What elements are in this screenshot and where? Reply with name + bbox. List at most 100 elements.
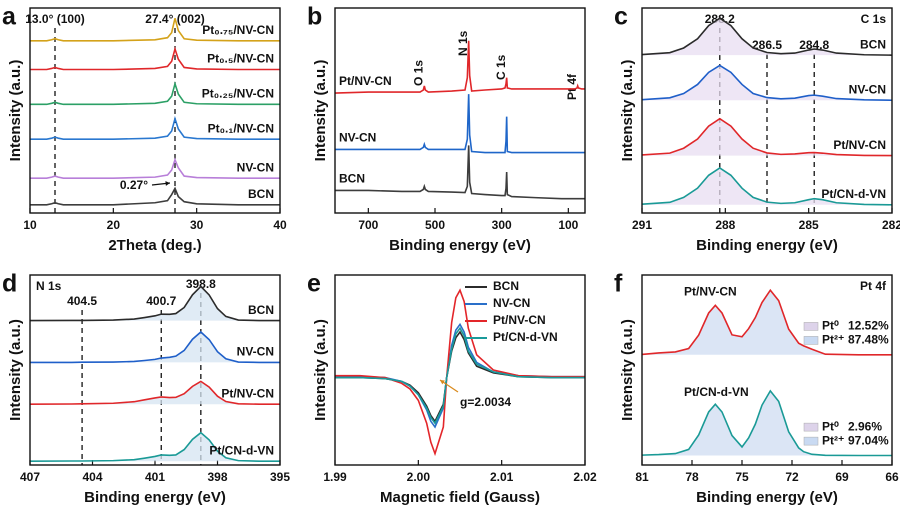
plot-frame [29,7,281,214]
x-axis-label: Binding energy (eV) [84,489,226,506]
component-name: Pt²⁺ [822,433,844,447]
x-tick-label: 282 [882,218,900,232]
series-label: Pt₀.₁/NV-CN [208,121,274,135]
series-line [29,431,280,462]
legend-label: BCN [493,279,519,293]
panel-letter: a [2,3,17,31]
series-line [335,94,585,154]
x-axis-label: Magnetic field (Gauss) [380,489,540,506]
x-axis-label: Binding energy (eV) [696,489,838,506]
x-tick-label: 2.00 [407,470,431,484]
reference-label: 400.7 [146,294,176,308]
x-tick-label: 285 [799,218,819,232]
series-line [335,288,585,457]
x-tick-label: 81 [635,470,649,484]
x-tick-label: 66 [885,470,899,484]
reference-label: 13.0° (100) [25,12,85,26]
x-tick-label: 395 [270,470,290,484]
panel-letter: e [307,270,321,298]
component-swatch [803,422,819,432]
series-line [641,64,893,102]
component-swatch [803,322,819,331]
series-line [30,157,280,179]
plot-frame [641,274,893,466]
y-axis-label: Intensity (a.u.) [312,319,329,421]
series-label: Pt/NV-CN [221,386,274,400]
x-tick-label: 2.01 [490,470,514,484]
series-label: Pt₀.₅/NV-CN [207,52,274,66]
x-tick-label: 30 [190,218,204,232]
series-label: Pt₀.₇₅/NV-CN [202,23,274,37]
series-line [641,288,892,356]
plot-frame [334,274,586,466]
series-label: NV-CN [237,345,274,359]
area-fill [642,118,892,156]
panel-title: Pt 4f [860,279,887,293]
series-label: Pt/NV-CN [339,74,392,88]
plot-frame [334,7,586,214]
series-line [30,115,280,140]
panel-letter: b [307,3,322,31]
series-label: BCN [248,303,274,317]
area-fill [642,290,892,355]
series-line [641,17,893,56]
arrow-head [165,181,170,186]
peak-label: N 1s [456,30,470,56]
panel-title: N 1s [36,279,62,293]
x-tick-label: 10 [23,218,37,232]
series-line [30,186,280,206]
peak-label: O 1s [412,60,426,86]
component-value: 12.52% [848,319,889,333]
series-label: Pt/CN-d-VN [209,443,274,457]
x-tick-label: 2.02 [573,470,597,484]
x-tick-label: 300 [492,218,512,232]
component-name: Pt⁰ [822,419,839,433]
panel-letter: d [2,270,17,298]
series-label: BCN [339,172,365,186]
series-line [641,166,893,206]
x-tick-label: 69 [835,470,849,484]
area-fill [30,432,280,462]
series-label: Pt/CN-d-VN [684,385,749,399]
x-tick-label: 40 [273,218,287,232]
reference-label: 284.8 [799,38,829,52]
x-tick-label: 398 [207,470,227,484]
reference-label: 398.8 [186,277,216,291]
series-label: Pt/CN-d-VN [821,187,886,201]
y-axis-label: Intensity (a.u.) [619,319,636,421]
annotation: 0.27° [120,178,148,192]
series-line [29,380,280,405]
panel-letter: f [614,270,623,298]
x-axis-label: Binding energy (eV) [389,237,531,254]
component-swatch [803,336,819,345]
series-line [30,330,280,364]
series-label: NV-CN [339,131,376,145]
x-tick-label: 407 [20,470,40,484]
y-axis-label: Intensity (a.u.) [7,319,24,421]
reference-label: 404.5 [67,294,97,308]
component-value: 87.48% [848,333,889,347]
series-line [335,326,585,425]
annotation: g=2.0034 [460,395,511,409]
x-tick-label: 700 [358,218,378,232]
component-swatch [803,436,819,446]
x-tick-label: 20 [107,218,121,232]
x-axis-label: Binding energy (eV) [696,237,838,254]
series-line [30,46,280,71]
panel-letter: c [614,3,628,31]
x-axis-label: 2Theta (deg.) [108,237,201,254]
x-tick-label: 78 [685,470,699,484]
plot-frame [641,7,893,214]
component-name: Pt⁰ [822,319,839,333]
series-label: NV-CN [849,82,886,96]
x-tick-label: 100 [558,218,578,232]
series-line [30,81,280,106]
area-fill [642,390,892,456]
legend-label: Pt/CN-d-VN [493,330,558,344]
series-label: Pt₀.₂₅/NV-CN [202,87,274,101]
x-tick-label: 72 [785,470,799,484]
series-line [335,145,585,200]
y-axis-label: Intensity (a.u.) [312,60,329,162]
area-fill [642,18,892,56]
